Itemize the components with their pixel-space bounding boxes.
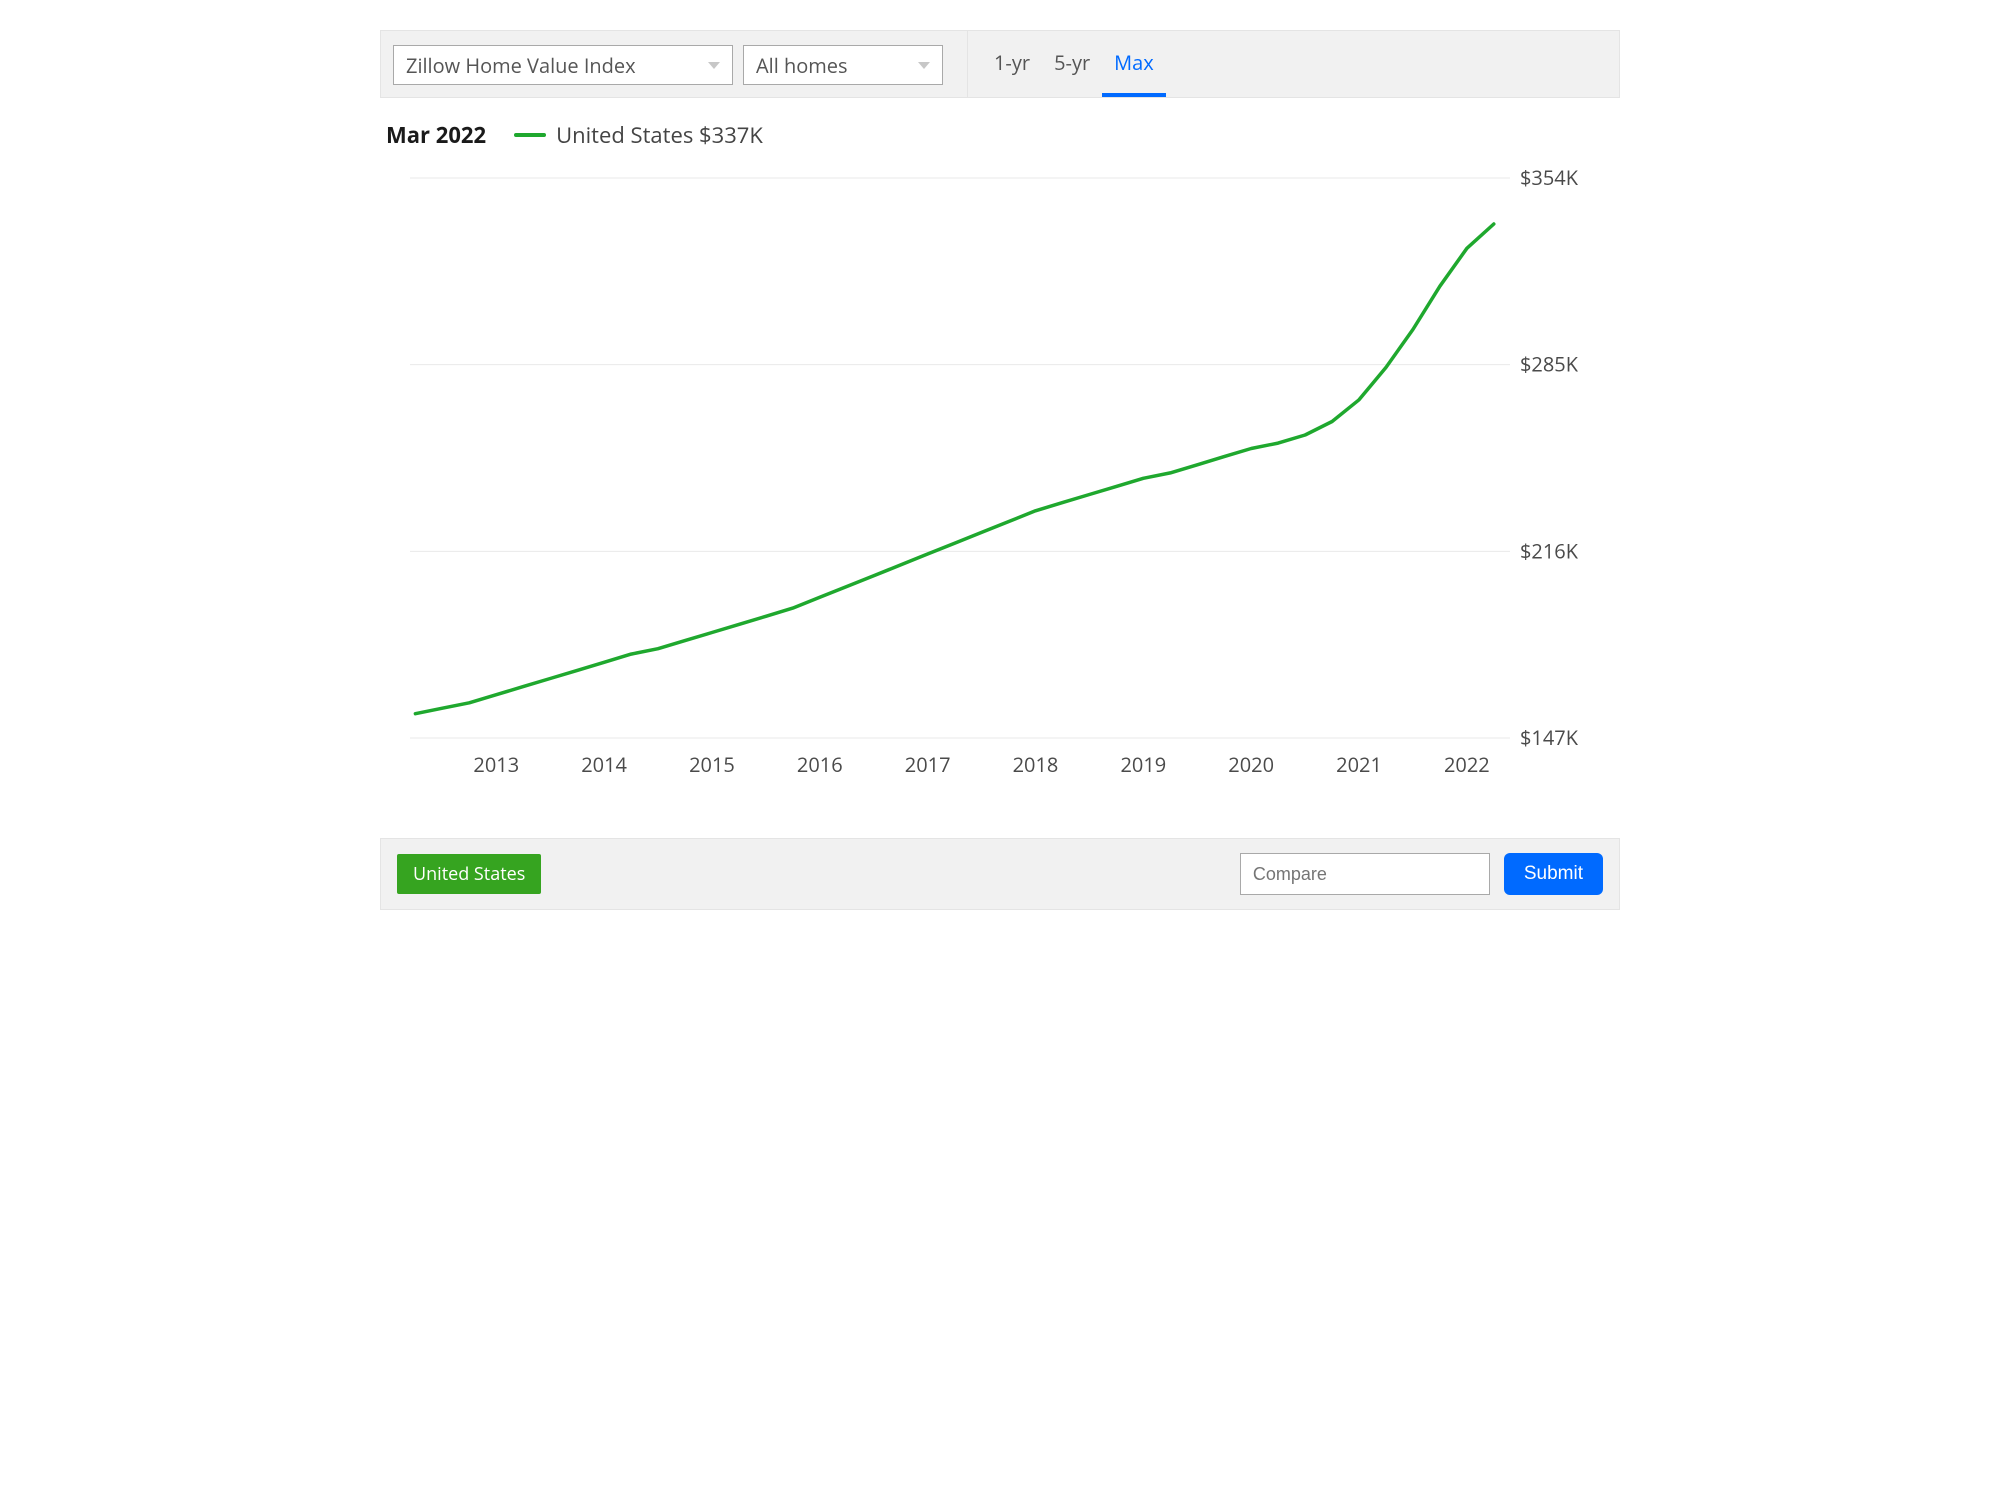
chevron-down-icon bbox=[708, 62, 720, 69]
range-tabs: 1-yr5-yrMax bbox=[982, 31, 1166, 97]
legend-swatch bbox=[514, 133, 546, 137]
x-axis-label: 2018 bbox=[1013, 751, 1059, 778]
region-chip-label: United States bbox=[413, 862, 525, 886]
region-chip[interactable]: United States bbox=[397, 854, 541, 894]
x-axis-label: 2014 bbox=[581, 751, 627, 778]
y-axis-label: $147K bbox=[1520, 724, 1579, 751]
toolbar-divider bbox=[967, 31, 968, 97]
range-tab-max[interactable]: Max bbox=[1102, 31, 1166, 97]
home-type-select[interactable]: All homes bbox=[743, 45, 943, 85]
y-axis-label: $285K bbox=[1520, 351, 1579, 378]
compare-input[interactable] bbox=[1240, 853, 1490, 895]
submit-button[interactable]: Submit bbox=[1504, 853, 1603, 895]
home-type-select-value: All homes bbox=[756, 52, 848, 79]
y-axis-label: $216K bbox=[1520, 537, 1579, 564]
range-tab-5-yr[interactable]: 5-yr bbox=[1042, 31, 1102, 97]
legend-series: United States $337K bbox=[514, 120, 763, 150]
submit-button-label: Submit bbox=[1524, 863, 1583, 884]
metric-select[interactable]: Zillow Home Value Index bbox=[393, 45, 733, 85]
home-value-chart[interactable]: $147K $216K $285K $354K 2013 2014 2015 2016 2017… bbox=[380, 158, 1620, 798]
chart-toolbar: Zillow Home Value Index All homes 1-yr5-… bbox=[380, 30, 1620, 98]
x-axis-label: 2019 bbox=[1120, 751, 1166, 778]
chart-legend: Mar 2022 United States $337K bbox=[380, 98, 1620, 158]
x-axis-label: 2022 bbox=[1444, 751, 1490, 778]
x-axis-label: 2020 bbox=[1228, 751, 1274, 778]
x-axis-label: 2021 bbox=[1336, 751, 1382, 778]
metric-select-value: Zillow Home Value Index bbox=[406, 52, 636, 79]
range-tab-1-yr[interactable]: 1-yr bbox=[982, 31, 1042, 97]
y-axis-label: $354K bbox=[1520, 164, 1579, 191]
chart-svg: $147K $216K $285K $354K 2013 2014 2015 2016 2017… bbox=[380, 158, 1620, 798]
legend-date: Mar 2022 bbox=[386, 120, 486, 150]
legend-series-label: United States $337K bbox=[556, 120, 763, 150]
x-axis-label: 2016 bbox=[797, 751, 843, 778]
x-axis-label: 2015 bbox=[689, 751, 735, 778]
compare-bar: United States Submit bbox=[380, 838, 1620, 910]
x-axis-label: 2017 bbox=[905, 751, 951, 778]
chevron-down-icon bbox=[918, 62, 930, 69]
x-axis-label: 2013 bbox=[473, 751, 519, 778]
series-line bbox=[415, 224, 1493, 714]
